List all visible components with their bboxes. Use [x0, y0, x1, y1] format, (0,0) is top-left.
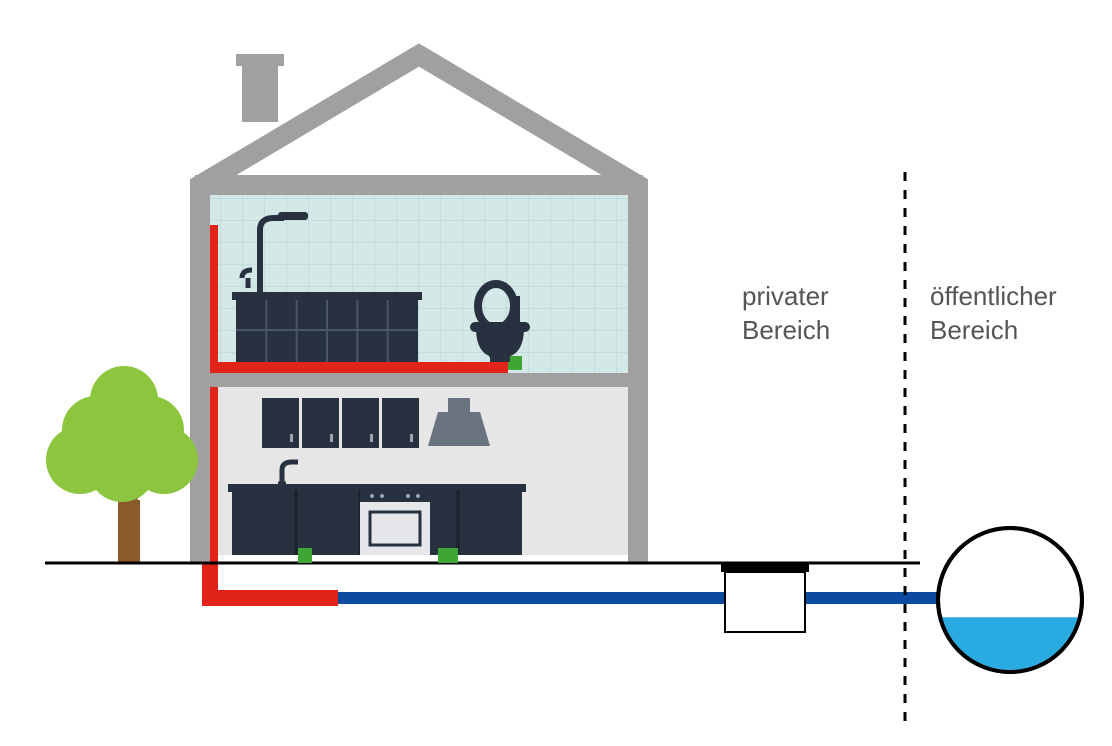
- floor-drain-1: [438, 548, 458, 563]
- upper-cabinet-2: [342, 398, 379, 448]
- label-public-area: öffentlicher Bereich: [930, 280, 1057, 348]
- chimney: [242, 62, 278, 122]
- label-public-line2: Bereich: [930, 315, 1018, 345]
- label-private-line1: privater: [742, 281, 829, 311]
- upper-cabinet-0: [262, 398, 299, 448]
- toilet-tank: [510, 296, 520, 322]
- upper-cabinet-3: [382, 398, 419, 448]
- sewer-water: [938, 617, 1082, 746]
- tree-foliage-5: [88, 434, 156, 502]
- label-private-line2: Bereich: [742, 315, 830, 345]
- upper-cabinet-1: [302, 398, 339, 448]
- tree-trunk: [118, 500, 140, 563]
- inspection-chamber: [725, 572, 805, 632]
- floor-drain-0: [298, 548, 312, 563]
- chimney-cap: [236, 54, 284, 66]
- range-hood-icon: [428, 412, 490, 446]
- tree-foliage-2: [90, 366, 158, 434]
- shower-head-icon: [278, 212, 308, 220]
- label-private-area: privater Bereich: [742, 280, 830, 348]
- label-public-line1: öffentlicher: [930, 281, 1057, 311]
- inspection-lid: [721, 562, 809, 572]
